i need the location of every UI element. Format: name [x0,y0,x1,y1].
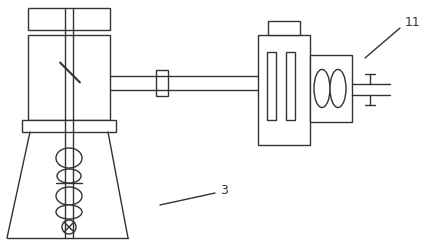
Bar [156,70,168,96]
Bar [28,8,110,30]
Circle shape [62,220,76,234]
Ellipse shape [56,187,82,205]
Ellipse shape [56,205,82,219]
Bar [28,35,110,120]
Bar [258,35,310,145]
Ellipse shape [314,70,330,108]
Ellipse shape [56,148,82,168]
Bar [268,21,300,35]
Ellipse shape [330,70,346,108]
Text: 11: 11 [405,16,421,28]
Bar [22,120,116,132]
Text: 3: 3 [220,184,228,196]
Ellipse shape [57,169,81,183]
Bar [310,55,352,122]
Bar [286,52,295,120]
Bar [267,52,276,120]
